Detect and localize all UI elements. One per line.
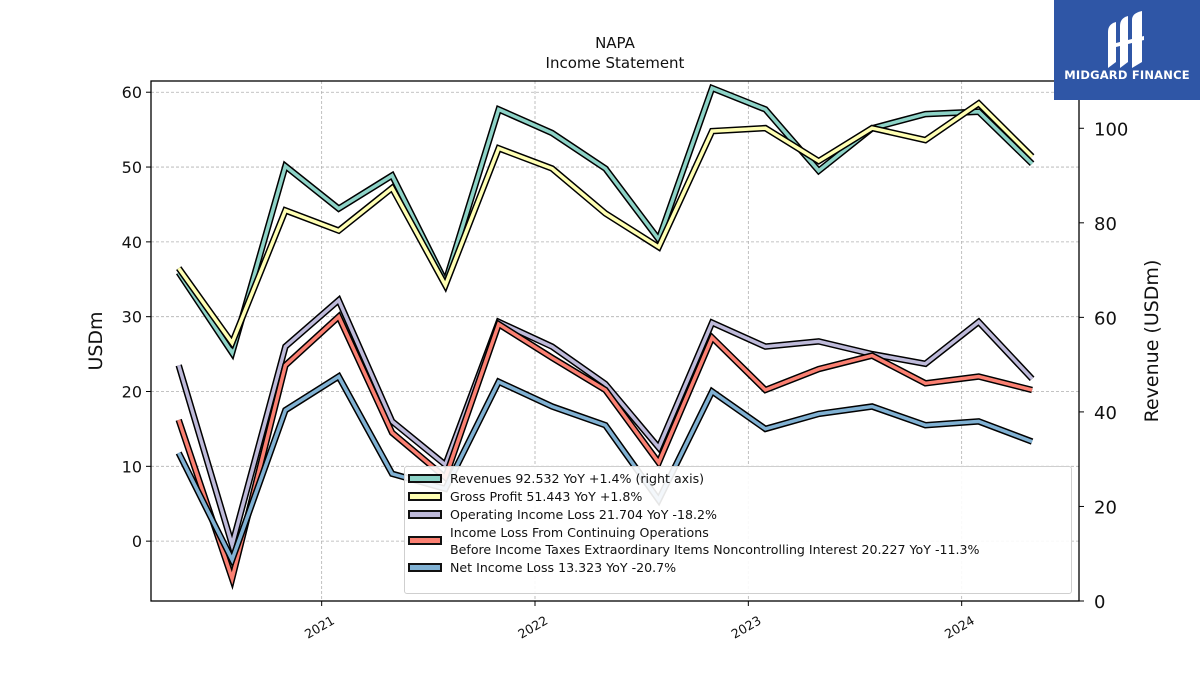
legend-swatch-revenues	[408, 474, 442, 483]
midgard-logo-icon	[1108, 11, 1144, 68]
x-tick-label-2021: 2021	[302, 613, 337, 642]
y-tick-label-20: 20	[122, 383, 142, 402]
x-tick-label-2024: 2024	[942, 613, 977, 642]
series-4-line	[177, 374, 1033, 565]
logo-text: MIDGARD FINANCE	[1064, 68, 1190, 82]
plot-frame	[150, 80, 1080, 602]
legend-swatch-pretax-income	[408, 536, 442, 545]
legend-label-gross-profit: Gross Profit 51.443 YoY +1.8%	[450, 489, 643, 504]
legend-swatch-operating-income	[408, 510, 442, 519]
legend-swatch-gross-profit	[408, 492, 442, 501]
series-lines	[175, 83, 1035, 591]
series-2-line	[177, 297, 1034, 552]
y-right-tick-label-80: 80	[1094, 214, 1117, 235]
legend-item-revenues: Revenues 92.532 YoY +1.4% (right axis)	[405, 470, 1071, 487]
y-right-tick-label-100: 100	[1094, 119, 1128, 140]
y-tick-label-30: 30	[122, 308, 142, 327]
midgard-finance-logo: MIDGARD FINANCE	[1054, 0, 1200, 100]
y-tick-label-0: 0	[132, 532, 142, 551]
legend-item-operating-income: Operating Income Loss 21.704 YoY -18.2%	[405, 506, 1071, 523]
y-tick-label-40: 40	[122, 233, 142, 252]
x-axis: 2021 2022 2023 2024	[302, 601, 977, 642]
y-right-tick-label-40: 40	[1094, 403, 1117, 424]
series-0-line	[177, 85, 1034, 357]
y-axis-label-right: Revenue (USDm)	[1141, 260, 1163, 423]
x-tick-label-2023: 2023	[729, 613, 764, 642]
y-axis-right: 0 20 40 60 80 100	[1079, 119, 1128, 613]
chart-subtitle: Income Statement	[546, 54, 685, 72]
y-tick-label-60: 60	[122, 83, 142, 102]
chart-legend: Revenues 92.532 YoY +1.4% (right axis) G…	[404, 466, 1072, 594]
legend-label-operating-income: Operating Income Loss 21.704 YoY -18.2%	[450, 507, 717, 522]
legend-swatch-net-income	[408, 563, 442, 572]
chart-title: NAPA	[595, 34, 636, 52]
legend-item-net-income: Net Income Loss 13.323 YoY -20.7%	[405, 559, 1071, 576]
x-tick-label-2022: 2022	[515, 613, 550, 642]
y-right-tick-label-20: 20	[1094, 497, 1117, 518]
y-axis-left: 0 10 20 30 40 50 60	[122, 83, 151, 551]
y-axis-label-left: USDm	[85, 311, 107, 370]
legend-label-pretax-income: Income Loss From Continuing Operations B…	[450, 525, 980, 557]
legend-label-revenues: Revenues 92.532 YoY +1.4% (right axis)	[450, 471, 705, 486]
legend-item-gross-profit: Gross Profit 51.443 YoY +1.8%	[405, 488, 1071, 505]
series-1-line	[177, 101, 1034, 347]
legend-label-net-income: Net Income Loss 13.323 YoY -20.7%	[450, 560, 677, 575]
y-tick-label-50: 50	[122, 158, 142, 177]
legend-item-pretax-income: Income Loss From Continuing Operations B…	[405, 524, 1071, 558]
y-right-tick-label-60: 60	[1094, 308, 1117, 329]
series-1-outline	[176, 99, 1035, 350]
y-right-tick-label-0: 0	[1094, 592, 1105, 613]
y-tick-label-10: 10	[122, 457, 142, 476]
series-3-line	[177, 313, 1033, 585]
